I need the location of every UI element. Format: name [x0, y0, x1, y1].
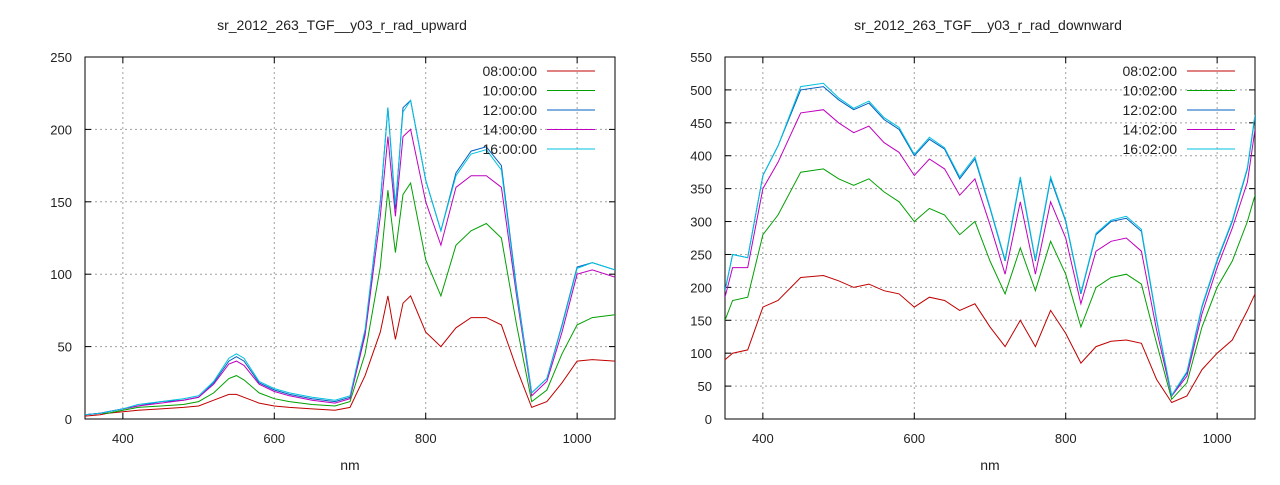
plot-frame [724, 56, 1256, 420]
x-tick-label: 600 [903, 431, 925, 446]
chart-panel-downward: sr_2012_263_TGF__y03_r_rad_downward 400 60… [690, 17, 1256, 473]
series-line-0 [725, 274, 1255, 404]
legend-label: 10:02:00 [1123, 83, 1178, 99]
legend-label: 16:00:00 [483, 141, 538, 157]
x-tick-label: 1000 [563, 431, 592, 446]
plot-frame [84, 56, 616, 420]
legend-label: 14:02:00 [1123, 122, 1178, 138]
legend-label: 12:02:00 [1123, 102, 1178, 118]
x-tick-label: 800 [415, 431, 437, 446]
series-line-4 [725, 82, 1255, 397]
y-tick-label: 250 [690, 247, 712, 262]
y-tick-label: 100 [50, 267, 72, 282]
y-tick-label: 0 [705, 412, 712, 427]
series-line-3 [725, 109, 1255, 398]
x-tick-label: 1000 [1203, 431, 1232, 446]
x-tick-label: 800 [1055, 431, 1077, 446]
y-tick-label: 200 [50, 122, 72, 137]
y-tick-label: 150 [50, 195, 72, 210]
y-tick-label: 250 [50, 50, 72, 65]
chart-panel-upward: sr_2012_263_TGF__y03_r_rad_upward 400 600 8… [50, 17, 616, 473]
series-line-1 [725, 168, 1255, 401]
series-line-1 [85, 181, 615, 416]
legend-label: 12:00:00 [483, 102, 538, 118]
y-tick-label: 300 [690, 215, 712, 230]
y-tick-label: 150 [690, 313, 712, 328]
legend-label: 14:00:00 [483, 122, 538, 138]
x-axis-label: nm [340, 457, 359, 473]
legend-label: 16:02:00 [1123, 141, 1178, 157]
x-tick-label: 600 [263, 431, 285, 446]
legend-label: 10:00:00 [483, 83, 538, 99]
y-tick-label: 400 [690, 149, 712, 164]
y-tick-label: 0 [65, 412, 72, 427]
x-axis-label: nm [980, 457, 999, 473]
chart-title: sr_2012_263_TGF__y03_r_rad_downward [854, 17, 1122, 33]
series-line-4 [85, 99, 615, 416]
series-line-0 [85, 295, 615, 417]
y-tick-label: 50 [698, 379, 712, 394]
legend-label: 08:00:00 [483, 63, 538, 79]
y-tick-label: 500 [690, 83, 712, 98]
legend-label: 08:02:00 [1123, 63, 1178, 79]
x-tick-label: 400 [752, 431, 774, 446]
chart-title: sr_2012_263_TGF__y03_r_rad_upward [217, 17, 467, 33]
y-tick-label: 100 [690, 346, 712, 361]
series-line-3 [85, 128, 615, 416]
y-tick-label: 50 [58, 340, 72, 355]
y-tick-label: 350 [690, 182, 712, 197]
x-tick-label: 400 [112, 431, 134, 446]
y-tick-label: 200 [690, 280, 712, 295]
y-tick-label: 550 [690, 50, 712, 65]
y-tick-label: 450 [690, 116, 712, 131]
